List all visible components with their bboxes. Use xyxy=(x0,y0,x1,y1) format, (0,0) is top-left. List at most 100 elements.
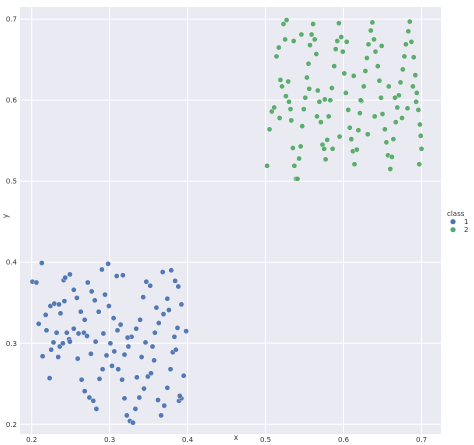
data-point xyxy=(81,316,88,323)
data-point xyxy=(277,77,284,83)
data-point xyxy=(113,273,120,279)
data-point xyxy=(117,321,124,328)
legend-label: 2 xyxy=(464,226,468,234)
data-point xyxy=(93,406,100,412)
data-point xyxy=(371,36,377,43)
data-point xyxy=(138,354,145,360)
data-point xyxy=(100,330,107,337)
data-point xyxy=(357,110,363,116)
data-point xyxy=(343,39,350,45)
data-point xyxy=(137,316,143,323)
data-point xyxy=(141,385,147,392)
x-axis-ticks: 0.2 0.3 0.4 0.5 0.6 0.7 xyxy=(26,436,427,444)
data-point xyxy=(155,397,161,403)
data-point xyxy=(345,107,352,113)
data-point xyxy=(389,154,395,160)
y-tick-label: 0.2 xyxy=(6,421,17,429)
series-1 xyxy=(29,260,189,426)
data-point xyxy=(61,298,68,304)
data-point xyxy=(161,402,167,409)
x-tick-label: 0.4 xyxy=(182,436,194,444)
data-point xyxy=(166,307,172,313)
data-point xyxy=(75,330,82,337)
data-point xyxy=(286,99,292,105)
data-point xyxy=(332,46,339,52)
data-point xyxy=(329,85,335,91)
data-point xyxy=(158,412,164,419)
legend-label: 1 xyxy=(464,218,468,226)
data-point xyxy=(321,145,327,152)
data-point xyxy=(392,94,398,101)
data-point xyxy=(355,127,362,133)
data-point xyxy=(46,375,53,381)
data-point xyxy=(111,348,118,355)
data-point xyxy=(175,283,182,290)
data-point xyxy=(51,300,58,307)
data-point xyxy=(297,143,304,150)
data-point xyxy=(321,96,328,103)
data-point xyxy=(282,36,288,43)
data-point xyxy=(410,83,416,90)
data-point xyxy=(180,372,187,379)
data-point xyxy=(121,395,128,402)
data-point xyxy=(151,357,157,364)
data-point xyxy=(308,31,315,38)
data-point xyxy=(92,338,99,345)
data-point xyxy=(379,111,386,117)
data-point xyxy=(142,339,149,346)
data-point xyxy=(324,137,331,143)
data-point xyxy=(305,60,312,67)
x-tick-label: 0.2 xyxy=(26,436,37,444)
data-point xyxy=(275,44,282,51)
data-point xyxy=(121,351,128,358)
data-point xyxy=(33,279,40,286)
data-point xyxy=(364,131,371,137)
data-point xyxy=(285,78,292,85)
data-point xyxy=(339,48,346,55)
data-point xyxy=(155,320,162,326)
data-point xyxy=(178,301,185,308)
data-point xyxy=(318,119,324,125)
data-point xyxy=(288,117,295,124)
data-point xyxy=(102,291,108,298)
data-point xyxy=(84,333,90,339)
data-point xyxy=(50,339,57,346)
data-point xyxy=(159,269,166,275)
data-point xyxy=(382,126,388,133)
data-point xyxy=(385,83,392,90)
legend-marker xyxy=(450,227,456,233)
data-point xyxy=(78,308,84,315)
data-point xyxy=(42,312,49,318)
data-point xyxy=(173,346,179,353)
data-point xyxy=(280,21,287,27)
data-point xyxy=(314,113,320,120)
data-point xyxy=(174,325,181,331)
data-point xyxy=(149,343,156,350)
data-point xyxy=(341,70,348,77)
legend-marker xyxy=(450,219,456,225)
data-point xyxy=(413,99,419,105)
data-point xyxy=(136,394,143,401)
data-point xyxy=(64,329,70,336)
data-point xyxy=(103,352,110,359)
data-point xyxy=(110,315,117,321)
data-point xyxy=(140,294,146,300)
data-point xyxy=(399,66,406,73)
data-point xyxy=(300,106,307,112)
data-point xyxy=(348,136,355,142)
data-point xyxy=(67,338,73,345)
data-point xyxy=(290,38,297,44)
data-point xyxy=(362,68,369,74)
data-point xyxy=(71,325,77,332)
data-point xyxy=(313,51,320,57)
data-point xyxy=(62,274,68,281)
data-point xyxy=(85,279,91,286)
data-point xyxy=(296,155,302,162)
data-point xyxy=(130,419,136,426)
legend-title: class xyxy=(447,210,465,218)
y-axis-label: y xyxy=(1,213,10,218)
grid xyxy=(20,7,441,434)
data-point xyxy=(390,136,397,142)
data-point xyxy=(367,27,374,34)
data-point xyxy=(55,354,62,360)
